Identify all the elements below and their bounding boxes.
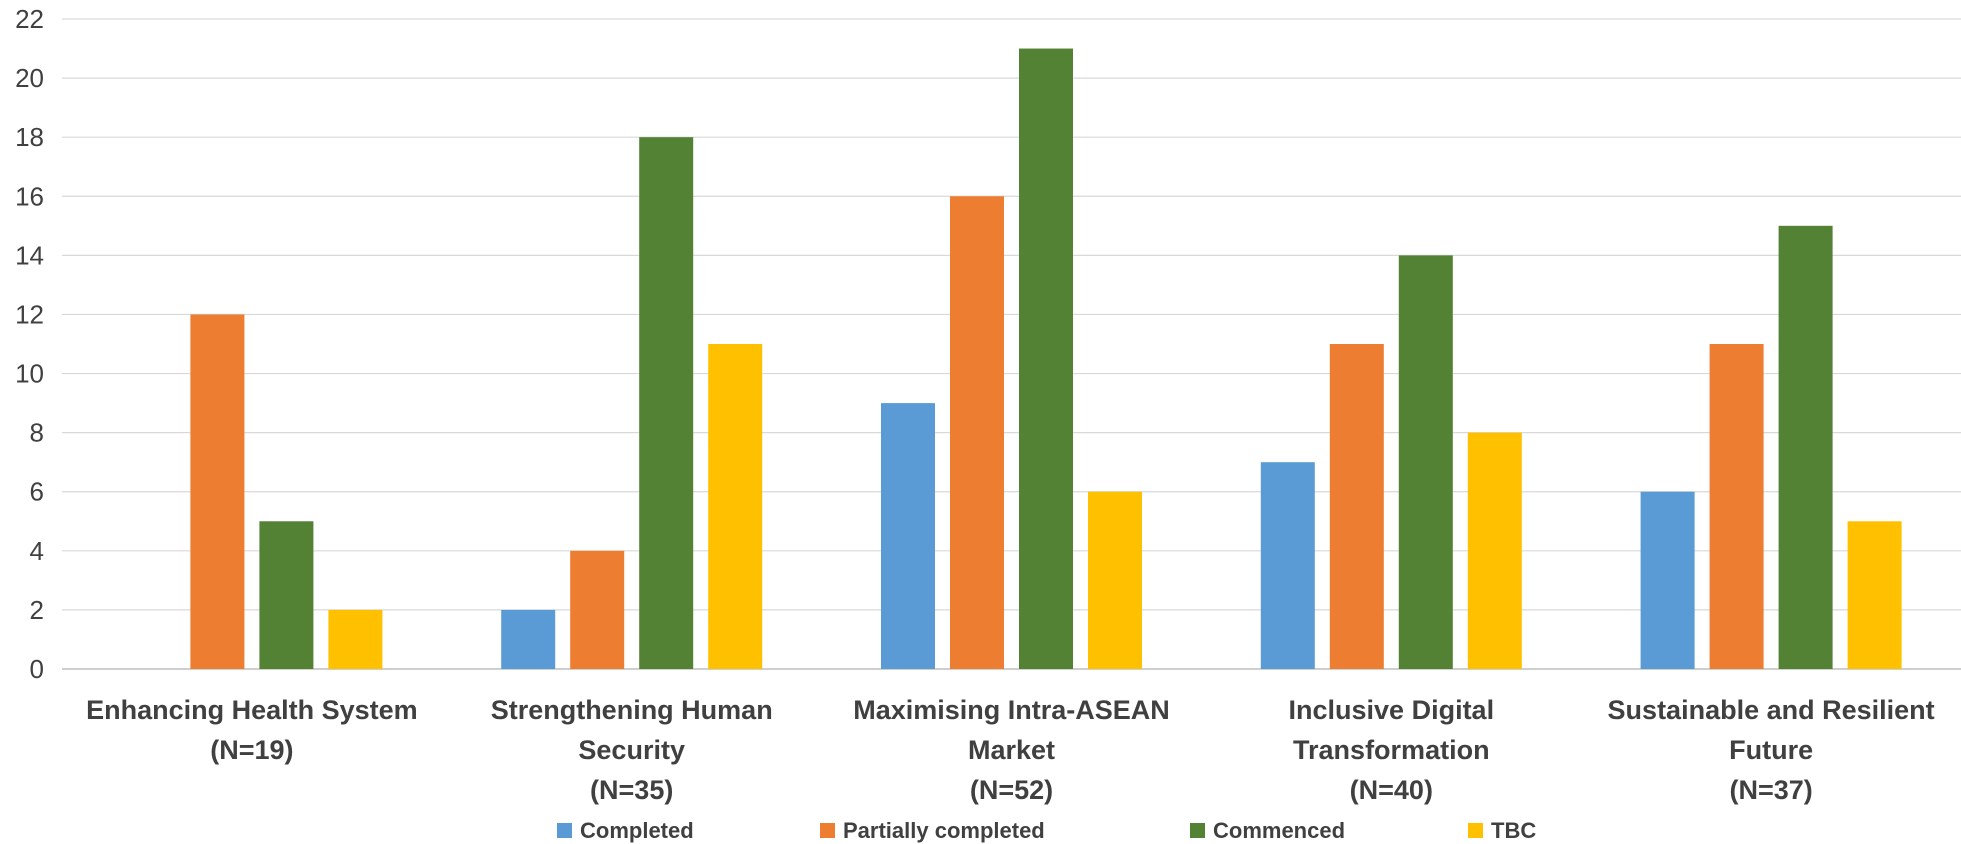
legend-swatch: [820, 823, 835, 838]
bar-completed: [881, 403, 935, 669]
category-label: Future: [1729, 735, 1813, 765]
bar-commenced: [259, 521, 314, 669]
legend-label: Partially completed: [843, 818, 1045, 843]
bar-commenced: [639, 137, 694, 669]
bar-commenced: [1019, 48, 1073, 669]
category-label: Enhancing Health System: [86, 695, 418, 725]
bar-tbc: [1088, 491, 1142, 669]
y-tick-label: 16: [15, 181, 44, 211]
bar-completed: [1640, 491, 1695, 669]
category-label: Security: [578, 735, 685, 765]
legend-label: Completed: [580, 818, 694, 843]
y-axis: 0 2 4 6 8 10 12 14 16 18 20 22: [15, 4, 44, 684]
y-tick-label: 0: [30, 654, 44, 684]
category-label: Transformation: [1293, 735, 1490, 765]
legend: Completed Partially completed Commenced TBC: [557, 818, 1536, 843]
y-tick-label: 8: [30, 418, 44, 448]
category-label: Maximising Intra-ASEAN: [853, 695, 1170, 725]
category-label: (N=52): [970, 775, 1053, 805]
category-label: Strengthening Human: [491, 695, 773, 725]
bar-commenced: [1398, 255, 1453, 669]
category-label: (N=35): [590, 775, 673, 805]
bar-tbc: [328, 609, 383, 669]
y-tick-label: 18: [15, 122, 44, 152]
y-tick-label: 6: [30, 477, 44, 507]
legend-swatch: [1468, 823, 1483, 838]
bar-partially-completed: [190, 314, 245, 669]
bar-partially-completed: [1709, 344, 1764, 669]
bar-partially-completed: [1329, 344, 1384, 669]
category-label: Inclusive Digital: [1289, 695, 1495, 725]
legend-label: Commenced: [1213, 818, 1345, 843]
y-tick-label: 22: [15, 4, 44, 34]
legend-label: TBC: [1491, 818, 1536, 843]
category-label: (N=37): [1729, 775, 1812, 805]
y-tick-label: 4: [30, 536, 44, 566]
bar-tbc: [1467, 432, 1522, 669]
y-tick-label: 14: [15, 240, 44, 270]
bar-partially-completed: [570, 550, 625, 669]
y-tick-label: 12: [15, 299, 44, 329]
bar-tbc: [708, 344, 763, 669]
bar-commenced: [1778, 225, 1833, 669]
bar-completed: [1260, 462, 1315, 669]
x-axis: Enhancing Health System (N=19) Strengtheni…: [86, 695, 1935, 805]
bars: [190, 48, 1902, 670]
category-label: Market: [968, 735, 1055, 765]
bar-partially-completed: [950, 196, 1004, 670]
y-tick-label: 20: [15, 63, 44, 93]
category-label: (N=19): [210, 735, 293, 765]
y-tick-label: 10: [15, 359, 44, 389]
y-tick-label: 2: [30, 595, 44, 625]
category-label: Sustainable and Resilient: [1608, 695, 1935, 725]
bar-tbc: [1847, 521, 1902, 669]
legend-swatch: [1190, 823, 1205, 838]
legend-swatch: [557, 823, 572, 838]
category-label: (N=40): [1350, 775, 1433, 805]
bar-completed: [501, 609, 556, 669]
